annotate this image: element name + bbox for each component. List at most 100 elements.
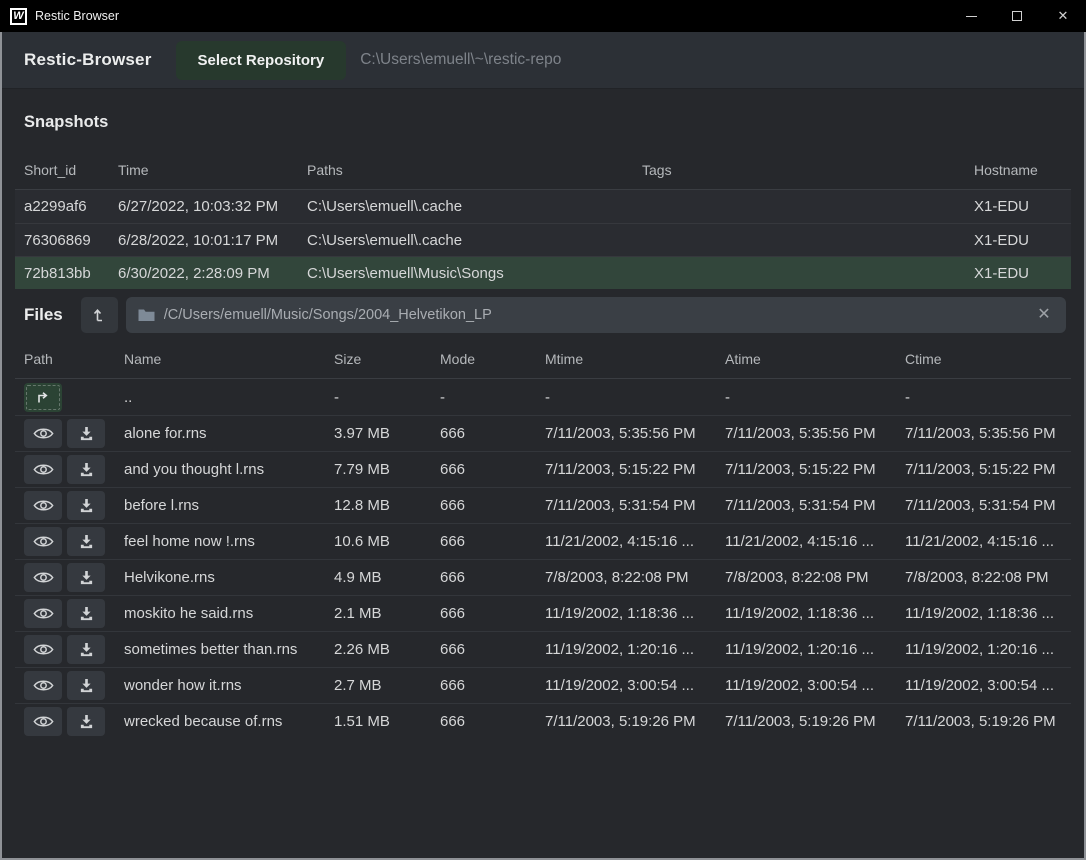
file-cell-size: 7.79 MB (334, 461, 390, 478)
file-row[interactable]: feel home now !.rns 10.6 MB 666 11/21/2002,… (15, 523, 1071, 559)
file-row[interactable]: moskito he said.rns 2.1 MB 666 11/19/2002, … (15, 595, 1071, 631)
snapshot-cell-hostname: X1-EDU (974, 198, 1030, 215)
file-row[interactable]: and you thought l.rns 7.79 MB 666 7/11/2003… (15, 451, 1071, 487)
file-cell-mtime: 11/19/2002, 1:18:36 ... (545, 605, 695, 622)
file-cell-atime: 11/19/2002, 1:20:16 ... (725, 641, 875, 658)
select-repository-button[interactable]: Select Repository (175, 40, 347, 80)
file-cell-ctime: 7/11/2003, 5:15:22 PM (905, 461, 1056, 478)
empty-area (2, 739, 1084, 858)
file-row[interactable]: wonder how it.rns 2.7 MB 666 11/19/2002, 3:… (15, 667, 1071, 703)
restore-file-button[interactable] (67, 563, 105, 592)
snapshots-table: Short_id Time Paths Tags Hostname a2299af6 6/… (15, 150, 1071, 289)
restore-file-button[interactable] (67, 527, 105, 556)
minimize-button[interactable] (948, 0, 994, 32)
file-cell-mode: 666 (440, 641, 466, 658)
file-cell-size: 2.1 MB (334, 605, 382, 622)
restore-file-button[interactable] (67, 707, 105, 736)
path-breadcrumb[interactable]: /C/Users/emuell/Music/Songs/2004_Helveti… (125, 297, 1066, 333)
file-cell-size: 2.7 MB (334, 677, 382, 694)
download-icon (80, 714, 92, 729)
view-file-button[interactable] (24, 419, 62, 448)
view-file-button[interactable] (24, 527, 62, 556)
file-cell-ctime: 7/11/2003, 5:19:26 PM (905, 713, 1056, 730)
snapshot-row[interactable]: a2299af6 6/27/2022, 10:03:32 PM C:\Users\e… (15, 190, 1071, 223)
maximize-icon (1012, 11, 1022, 21)
app-icon: W (10, 7, 27, 25)
file-row[interactable]: wrecked because of.rns 1.51 MB 666 7/11/200… (15, 703, 1071, 739)
navigate-parent-button[interactable] (24, 382, 62, 412)
file-cell-atime: 11/21/2002, 4:15:16 ... (725, 533, 875, 550)
file-cell-mtime: 7/11/2003, 5:31:54 PM (545, 497, 696, 514)
titlebar: W Restic Browser ✕ (0, 0, 1086, 32)
view-file-button[interactable] (24, 599, 62, 628)
column-header-hostname: Hostname (974, 161, 1038, 178)
download-icon (80, 462, 92, 477)
eye-icon (32, 608, 54, 619)
maximize-button[interactable] (994, 0, 1040, 32)
app-name: Restic-Browser (24, 50, 152, 69)
view-file-button[interactable] (24, 455, 62, 484)
download-icon (80, 498, 92, 513)
view-file-button[interactable] (24, 491, 62, 520)
snapshot-cell-short_id: 76306869 (24, 231, 91, 249)
file-row[interactable]: alone for.rns 3.97 MB 666 7/11/2003, 5:35:5… (15, 415, 1071, 451)
restore-file-button[interactable] (67, 491, 105, 520)
close-button[interactable]: ✕ (1040, 0, 1086, 32)
snapshot-cell-time: 6/27/2022, 10:03:32 PM (118, 198, 279, 215)
file-cell-atime: - (725, 388, 730, 406)
repository-path: C:\Users\emuell\~\restic-repo (360, 51, 562, 68)
close-icon: ✕ (1057, 8, 1069, 23)
parent-directory-row[interactable]: .. - - - - - (15, 379, 1071, 415)
file-cell-name: sometimes better than.rns (124, 641, 298, 658)
file-actions (15, 527, 115, 556)
go-to-root-button[interactable] (80, 297, 118, 333)
snapshot-cell-hostname: X1-EDU (974, 264, 1030, 282)
restore-file-button[interactable] (67, 671, 105, 700)
snapshot-row[interactable]: 72b813bb 6/30/2022, 2:28:09 PM C:\Users\em… (15, 256, 1071, 289)
file-cell-ctime: 11/21/2002, 4:15:16 ... (905, 533, 1055, 550)
file-actions (15, 563, 115, 592)
header: Restic-Browser Select Repository C:\User… (2, 32, 1084, 89)
snapshots-table-header: Short_id Time Paths Tags Hostname (15, 150, 1071, 190)
close-icon: ✕ (1037, 306, 1051, 323)
file-cell-atime: 7/11/2003, 5:31:54 PM (725, 497, 876, 514)
snapshot-row[interactable]: 76306869 6/28/2022, 10:01:17 PM C:\Users\e… (15, 223, 1071, 256)
file-cell-mode: 666 (440, 569, 466, 586)
snapshot-cell-hostname: X1-EDU (974, 231, 1030, 249)
file-row[interactable]: Helvikone.rns 4.9 MB 666 7/8/2003, 8:22:08 … (15, 559, 1071, 595)
column-header-mtime: Mtime (545, 350, 584, 367)
file-cell-mode: - (440, 388, 445, 406)
file-row[interactable]: sometimes better than.rns 2.26 MB 666 11/19… (15, 631, 1071, 667)
eye-icon (32, 716, 54, 727)
view-file-button[interactable] (24, 635, 62, 664)
file-cell-name: feel home now !.rns (124, 533, 255, 550)
restore-file-button[interactable] (67, 635, 105, 664)
column-header-path: Path (24, 350, 53, 367)
snapshot-cell-short_id: 72b813bb (24, 264, 91, 282)
download-icon (80, 426, 92, 441)
view-file-button[interactable] (24, 671, 62, 700)
file-cell-ctime: 11/19/2002, 3:00:54 ... (905, 677, 1055, 694)
file-cell-name: wrecked because of.rns (124, 713, 283, 730)
eye-icon (32, 428, 54, 439)
file-cell-atime: 11/19/2002, 1:18:36 ... (725, 605, 875, 622)
file-actions (15, 455, 115, 484)
download-icon (80, 642, 92, 657)
file-cell-ctime: 11/19/2002, 1:18:36 ... (905, 605, 1055, 622)
restore-file-button[interactable] (67, 455, 105, 484)
download-icon (80, 534, 92, 549)
file-cell-ctime: 7/8/2003, 8:22:08 PM (905, 569, 1049, 586)
restore-file-button[interactable] (67, 419, 105, 448)
clear-path-button[interactable]: ✕ (1032, 303, 1056, 327)
view-file-button[interactable] (24, 707, 62, 736)
file-cell-name: before l.rns (124, 497, 200, 514)
files-heading: Files (24, 305, 63, 324)
file-cell-atime: 7/11/2003, 5:15:22 PM (725, 461, 876, 478)
file-row[interactable]: before l.rns 12.8 MB 666 7/11/2003, 5:31:54… (15, 487, 1071, 523)
column-header-mode: Mode (440, 350, 476, 367)
up-arrow-icon (93, 309, 102, 322)
file-cell-size: 1.51 MB (334, 713, 390, 730)
restore-file-button[interactable] (67, 599, 105, 628)
file-cell-mode: 666 (440, 533, 466, 550)
view-file-button[interactable] (24, 563, 62, 592)
